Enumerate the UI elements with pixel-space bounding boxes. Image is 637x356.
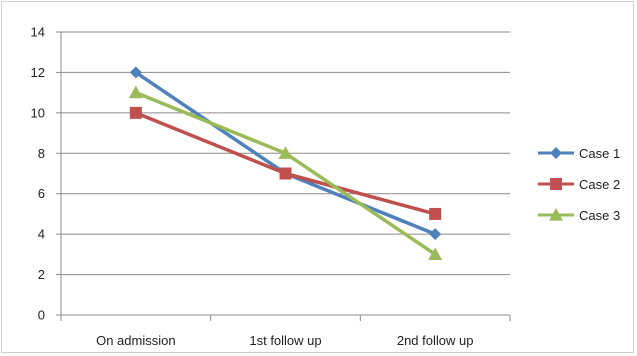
x-axis-ticks: On admission 1st follow up 2nd follow up xyxy=(60,315,511,348)
series-line xyxy=(135,111,436,216)
y-tick-label: 2 xyxy=(38,267,45,282)
data-point xyxy=(429,207,442,220)
x-tick-label: On admission xyxy=(96,333,175,348)
y-tick-label: 0 xyxy=(38,308,45,323)
series-2 xyxy=(129,106,442,220)
legend: Case 1 Case 2 Case 3 xyxy=(538,146,620,223)
legend-item: Case 3 xyxy=(538,208,620,223)
legend-label: Case 3 xyxy=(579,208,620,223)
legend-label: Case 2 xyxy=(579,177,620,192)
data-point xyxy=(279,167,292,180)
series-3 xyxy=(128,85,443,260)
data-point xyxy=(129,66,142,79)
legend-item: Case 1 xyxy=(538,146,620,161)
data-point xyxy=(428,247,443,260)
legend-swatch-marker xyxy=(549,208,563,221)
x-tick-label: 1st follow up xyxy=(249,333,321,348)
data-point xyxy=(278,146,293,159)
legend-label: Case 1 xyxy=(579,146,620,161)
y-tick-label: 8 xyxy=(38,146,45,161)
y-axis-ticks: 0 2 4 6 8 10 12 14 xyxy=(31,25,61,323)
legend-swatch-marker xyxy=(550,178,562,190)
series-layer xyxy=(128,66,443,260)
data-point xyxy=(128,85,143,99)
y-tick-label: 10 xyxy=(31,105,45,120)
data-point xyxy=(129,106,142,119)
legend-item: Case 2 xyxy=(538,177,620,192)
y-tick-label: 4 xyxy=(38,227,45,242)
y-tick-label: 14 xyxy=(31,25,45,40)
legend-swatch-marker xyxy=(550,147,562,159)
axes xyxy=(60,32,510,316)
x-tick-label: 2nd follow up xyxy=(397,333,474,348)
y-tick-label: 6 xyxy=(38,186,45,201)
data-point xyxy=(429,228,442,241)
y-tick-label: 12 xyxy=(31,65,45,80)
